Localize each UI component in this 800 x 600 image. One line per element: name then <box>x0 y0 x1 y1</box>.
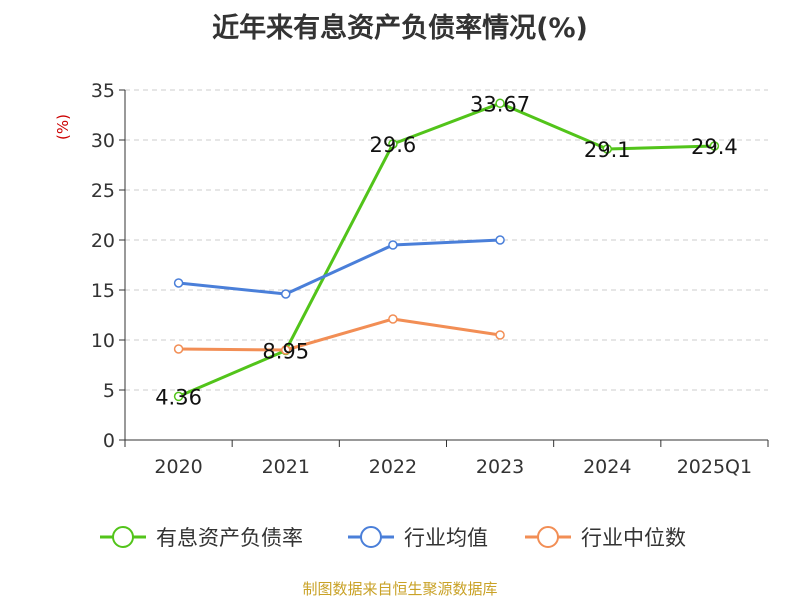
data-label: 4.36 <box>155 385 202 409</box>
y-tick-label: 15 <box>91 280 115 302</box>
legend-label: 行业均值 <box>404 526 488 550</box>
y-tick-label: 10 <box>91 330 115 352</box>
legend-label: 行业中位数 <box>581 526 686 550</box>
data-label: 29.4 <box>691 135 738 159</box>
y-axis-unit-label: (%) <box>54 114 72 140</box>
legend: 有息资产负债率 行业均值 行业中位数 <box>100 526 686 550</box>
data-point <box>281 345 291 355</box>
data-label: 8.95 <box>262 340 309 364</box>
legend-item: 有息资产负债率 <box>100 526 303 550</box>
y-tick-label: 25 <box>91 180 115 202</box>
data-point <box>709 141 720 151</box>
data-point <box>495 330 505 340</box>
data-point <box>388 139 398 149</box>
x-tick-label: 2020 <box>154 456 202 478</box>
legend-item: 行业中位数 <box>525 526 686 550</box>
data-label: 33.67 <box>470 92 530 116</box>
data-labels: 4.36 8.95 29.6 33.67 29.1 29.4 <box>155 92 738 409</box>
data-point <box>173 344 184 354</box>
data-label: 29.1 <box>584 138 631 162</box>
series-line <box>177 101 715 398</box>
legend-marker <box>360 526 382 548</box>
legend-marker <box>112 526 134 548</box>
legend-item: 行业均值 <box>348 526 488 550</box>
data-point <box>388 240 398 250</box>
data-point <box>388 314 398 324</box>
x-tick-label: 2021 <box>262 456 310 478</box>
series-lines <box>173 98 720 402</box>
y-tick-label: 0 <box>103 430 115 452</box>
chart-title: 近年来有息资产负债率情况(%) <box>212 13 588 44</box>
data-point <box>173 278 184 288</box>
x-tick-label: 2022 <box>369 456 417 478</box>
x-tick-label: 2025Q1 <box>677 456 752 478</box>
x-tick-label: 2024 <box>583 456 631 478</box>
data-point <box>173 391 184 402</box>
legend-label: 有息资产负债率 <box>156 526 303 550</box>
data-point <box>495 235 505 245</box>
y-tick-label: 5 <box>103 380 115 402</box>
data-point <box>602 144 612 154</box>
series-line <box>178 238 501 296</box>
legend-marker <box>537 526 559 548</box>
source-note: 制图数据来自恒生聚源数据库 <box>302 580 498 598</box>
axes: 0 5 10 15 20 25 30 35 2020 2021 2022 2023 2024 2025Q1 <box>91 80 769 478</box>
series-line <box>178 317 501 352</box>
y-tick-label: 20 <box>91 230 115 252</box>
data-label: 29.6 <box>370 133 417 157</box>
data-point <box>281 289 291 299</box>
grid-lines <box>125 89 768 391</box>
y-tick-label: 30 <box>91 130 115 152</box>
data-point <box>495 98 505 109</box>
y-tick-label: 35 <box>91 80 115 102</box>
x-tick-label: 2023 <box>476 456 524 478</box>
